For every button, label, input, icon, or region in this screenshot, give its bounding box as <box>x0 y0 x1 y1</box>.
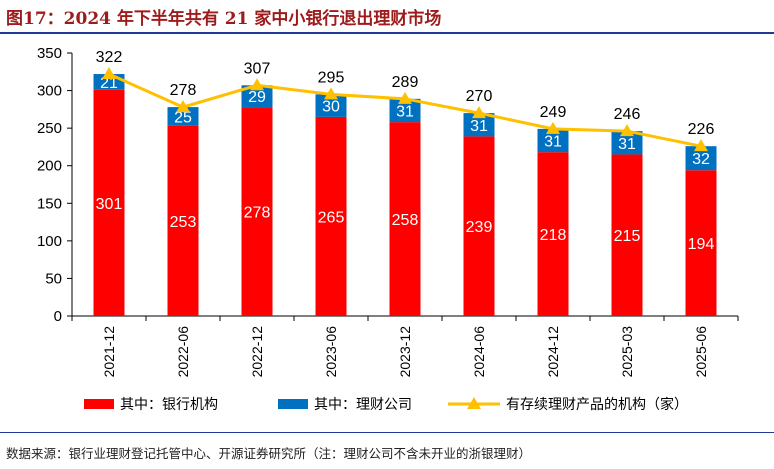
y-tick-label: 250 <box>37 120 62 137</box>
bar-bank <box>93 89 125 316</box>
total-value-label: 249 <box>540 104 567 121</box>
x-tick-label: 2025-06 <box>693 326 709 378</box>
bar-wmc <box>537 128 569 153</box>
y-tick-label: 300 <box>37 83 62 100</box>
title-bar: 图17：2024 年下半年共有 21 家中小银行退出理财市场 <box>0 0 774 34</box>
total-value-label: 295 <box>318 69 345 86</box>
total-value-label: 278 <box>170 82 197 99</box>
total-value-label: 322 <box>96 49 123 66</box>
total-marker <box>324 87 338 100</box>
y-tick-label: 0 <box>54 308 62 325</box>
y-tick-label: 100 <box>37 233 62 250</box>
wmc-value-label: 21 <box>100 75 118 92</box>
wmc-value-label: 31 <box>396 103 414 120</box>
y-tick-label: 50 <box>45 270 62 287</box>
wmc-value-label: 31 <box>618 136 636 153</box>
total-value-label: 226 <box>688 121 715 138</box>
bar-wmc <box>167 107 199 126</box>
wmc-value-label: 30 <box>322 99 340 116</box>
total-marker <box>102 67 116 80</box>
x-tick-label: 2023-06 <box>323 326 339 378</box>
legend-label-total: 有存续理财产品的机构（家） <box>506 396 688 412</box>
bar-wmc <box>315 94 347 117</box>
chart: 0 50 100 150 200 250 300 350 301 21 2021-12 253 25 20… <box>37 45 739 412</box>
legend-label-wmc: 其中：理财公司 <box>314 396 412 412</box>
bar-bank <box>611 154 643 316</box>
legend-swatch-total-marker <box>467 397 481 409</box>
bar-bank <box>167 125 199 316</box>
bar-wmc <box>241 85 273 108</box>
bank-value-label: 215 <box>614 228 641 245</box>
source-bar: 数据来源：银行业理财登记托管中心、开源证券研究所（注：理财公司不含未开业的浙银理… <box>0 432 774 469</box>
wmc-value-label: 29 <box>248 89 266 106</box>
y-tick-label: 200 <box>37 158 62 175</box>
wmc-value-label: 25 <box>174 109 192 126</box>
bar-bank <box>537 152 569 316</box>
x-tick-label: 2025-03 <box>619 326 635 378</box>
x-tick-label: 2021-12 <box>101 326 117 378</box>
bank-value-label: 218 <box>540 227 567 244</box>
total-marker <box>694 139 708 152</box>
bank-value-label: 258 <box>392 212 419 229</box>
bar-wmc <box>389 98 421 123</box>
y-tick-label: 150 <box>37 195 62 212</box>
legend-label-bank: 其中：银行机构 <box>120 396 218 412</box>
bar-bank <box>315 116 347 316</box>
bar-bank <box>389 122 421 316</box>
bank-value-label: 239 <box>466 219 493 236</box>
bank-value-label: 194 <box>688 236 715 253</box>
bank-value-label: 265 <box>318 209 345 226</box>
total-marker <box>250 78 264 91</box>
x-tick-label: 2022-06 <box>175 326 191 378</box>
total-value-label: 307 <box>244 60 271 77</box>
total-marker <box>546 121 560 134</box>
total-value-label: 270 <box>466 88 493 105</box>
total-marker <box>398 91 412 104</box>
x-tick-label: 2024-06 <box>471 326 487 378</box>
total-marker <box>176 100 190 113</box>
source-note: 数据来源：银行业理财登记托管中心、开源证券研究所（注：理财公司不含未开业的浙银理… <box>6 446 532 461</box>
bar-bank <box>241 107 273 316</box>
x-tick-label: 2024-12 <box>545 326 561 378</box>
bar-wmc <box>463 113 495 137</box>
wmc-value-label: 32 <box>692 151 710 168</box>
x-tick-label: 2023-12 <box>397 326 413 378</box>
total-marker <box>620 124 634 137</box>
bar-wmc <box>611 131 643 155</box>
legend-swatch-bank <box>84 399 114 409</box>
chart-title: 图17：2024 年下半年共有 21 家中小银行退出理财市场 <box>6 9 442 29</box>
y-tick-label: 350 <box>37 45 62 62</box>
bank-value-label: 278 <box>244 205 271 222</box>
total-marker <box>472 106 486 119</box>
legend-swatch-wmc <box>278 399 308 409</box>
total-value-label: 289 <box>392 74 419 91</box>
wmc-value-label: 31 <box>470 118 488 135</box>
x-tick-label: 2022-12 <box>249 326 265 378</box>
total-value-label: 246 <box>614 106 641 123</box>
bar-bank <box>463 136 495 316</box>
bank-value-label: 253 <box>170 214 197 231</box>
wmc-value-label: 31 <box>544 134 562 151</box>
bar-bank <box>685 170 717 316</box>
bank-value-label: 301 <box>96 196 123 213</box>
